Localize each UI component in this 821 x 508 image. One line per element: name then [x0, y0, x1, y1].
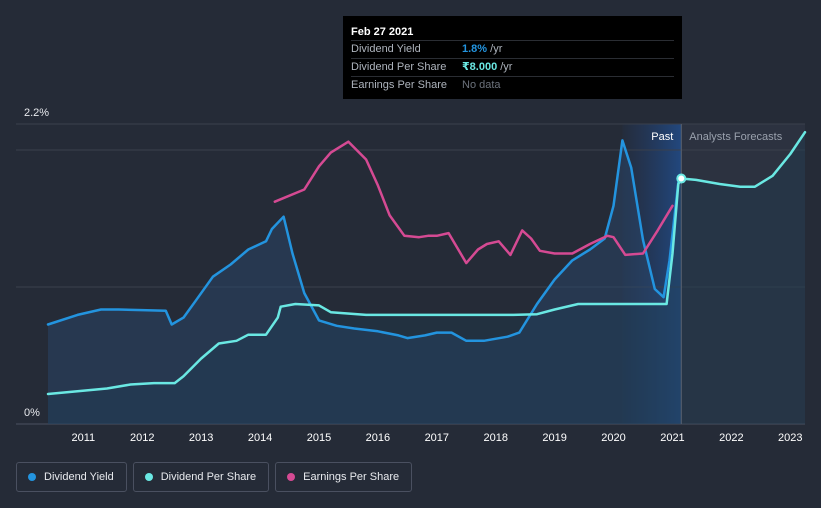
tooltip-label: Dividend Per Share	[351, 61, 447, 73]
legend-label: Dividend Per Share	[160, 471, 257, 483]
past-label: Past	[651, 131, 673, 143]
legend-label: Dividend Yield	[44, 471, 114, 483]
chart-legend: Dividend Yield Dividend Per Share Earnin…	[16, 462, 418, 492]
x-tick-label: 2013	[189, 432, 213, 444]
tooltip-label: Earnings Per Share	[351, 79, 447, 91]
forecast-background	[681, 124, 805, 424]
dividend-per-share-line	[46, 130, 807, 396]
tooltip-row-dividend-yield: Dividend Yield 1.8% /yr	[351, 40, 674, 58]
legend-dividend-per-share[interactable]: Dividend Per Share	[132, 462, 270, 492]
tooltip-value: ₹8.000 /yr	[462, 61, 513, 73]
x-tick-label: 2021	[660, 432, 684, 444]
x-tick-label: 2016	[366, 432, 390, 444]
tooltip-row-dividend-per-share: Dividend Per Share ₹8.000 /yr	[351, 58, 674, 76]
hover-marker[interactable]	[676, 173, 687, 184]
y-axis-top-label: 2.2%	[24, 107, 49, 119]
x-tick-label: 2017	[425, 432, 449, 444]
earnings-per-share-line	[273, 140, 674, 265]
forecast-label: Analysts Forecasts	[689, 131, 782, 143]
x-tick-label: 2022	[719, 432, 743, 444]
x-tick-label: 2023	[778, 432, 802, 444]
tooltip-value: No data	[462, 79, 501, 91]
x-tick-label: 2012	[130, 432, 154, 444]
tooltip-label: Dividend Yield	[351, 43, 421, 55]
legend-label: Earnings Per Share	[303, 471, 400, 483]
x-tick-label: 2019	[542, 432, 566, 444]
x-tick-label: 2015	[307, 432, 331, 444]
x-tick-label: 2018	[483, 432, 507, 444]
dividend-per-share-area	[48, 132, 805, 424]
tooltip-row-earnings-per-share: Earnings Per Share No data	[351, 76, 674, 94]
tooltip-date: Feb 27 2021	[351, 26, 414, 38]
legend-earnings-per-share[interactable]: Earnings Per Share	[275, 462, 413, 492]
tooltip-value: 1.8% /yr	[462, 43, 503, 55]
x-tick-label: 2020	[601, 432, 625, 444]
dividend-yield-line	[46, 139, 683, 343]
hover-tooltip: Feb 27 2021 Dividend Yield 1.8% /yr Divi…	[343, 16, 682, 99]
legend-dividend-yield[interactable]: Dividend Yield	[16, 462, 127, 492]
legend-dot	[28, 473, 36, 481]
x-tick-label: 2011	[72, 432, 96, 444]
x-tick-label: 2014	[248, 432, 272, 444]
y-axis-bottom-label: 0%	[24, 407, 40, 419]
legend-dot	[144, 473, 153, 481]
legend-dot	[287, 473, 296, 481]
